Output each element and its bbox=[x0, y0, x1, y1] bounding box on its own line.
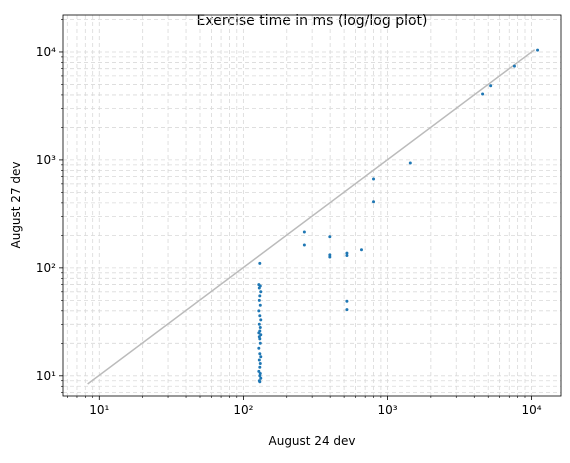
x-tick-label: 10³ bbox=[377, 403, 397, 417]
y-tick-label: 10¹ bbox=[36, 369, 56, 383]
point bbox=[328, 255, 332, 259]
point bbox=[372, 200, 376, 204]
point bbox=[258, 365, 262, 369]
point bbox=[536, 48, 540, 52]
point bbox=[258, 261, 262, 265]
point bbox=[345, 251, 349, 255]
point bbox=[258, 380, 262, 384]
point bbox=[302, 243, 306, 247]
point bbox=[257, 322, 261, 326]
point bbox=[345, 308, 349, 312]
point bbox=[359, 248, 363, 252]
point bbox=[302, 230, 306, 234]
y-tick-label: 10⁴ bbox=[36, 45, 56, 59]
point bbox=[257, 331, 261, 335]
point bbox=[257, 369, 261, 373]
point bbox=[258, 341, 262, 345]
point bbox=[328, 235, 332, 239]
point bbox=[257, 309, 261, 313]
plot-frame bbox=[62, 14, 562, 397]
point bbox=[259, 355, 263, 359]
y-tick-label: 10² bbox=[36, 261, 56, 275]
reference-line bbox=[87, 49, 536, 385]
point bbox=[512, 64, 516, 68]
point bbox=[258, 352, 262, 356]
point bbox=[481, 92, 485, 96]
point bbox=[258, 362, 262, 366]
point bbox=[258, 374, 262, 378]
chart-title: Exercise time in ms (log/log plot) bbox=[197, 13, 428, 29]
point bbox=[258, 314, 262, 318]
point bbox=[257, 346, 261, 350]
point bbox=[258, 294, 262, 298]
point bbox=[257, 358, 261, 362]
point bbox=[257, 298, 261, 302]
x-tick-label: 10² bbox=[233, 403, 253, 417]
point bbox=[259, 376, 263, 380]
point bbox=[372, 177, 376, 181]
point bbox=[259, 290, 263, 294]
point bbox=[258, 337, 262, 341]
x-axis-label: August 24 dev bbox=[269, 434, 356, 448]
point bbox=[259, 318, 263, 322]
point bbox=[489, 84, 493, 88]
point bbox=[408, 161, 412, 165]
point bbox=[258, 372, 262, 376]
point bbox=[328, 253, 332, 257]
point bbox=[257, 286, 261, 290]
x-tick-label: 10⁴ bbox=[522, 403, 542, 417]
x-tick-label: 10¹ bbox=[89, 403, 109, 417]
point bbox=[258, 303, 262, 307]
y-tick-label: 10³ bbox=[36, 153, 56, 167]
y-axis-label: August 27 dev bbox=[9, 162, 23, 249]
point bbox=[258, 326, 262, 330]
point bbox=[345, 299, 349, 303]
point bbox=[345, 254, 349, 258]
